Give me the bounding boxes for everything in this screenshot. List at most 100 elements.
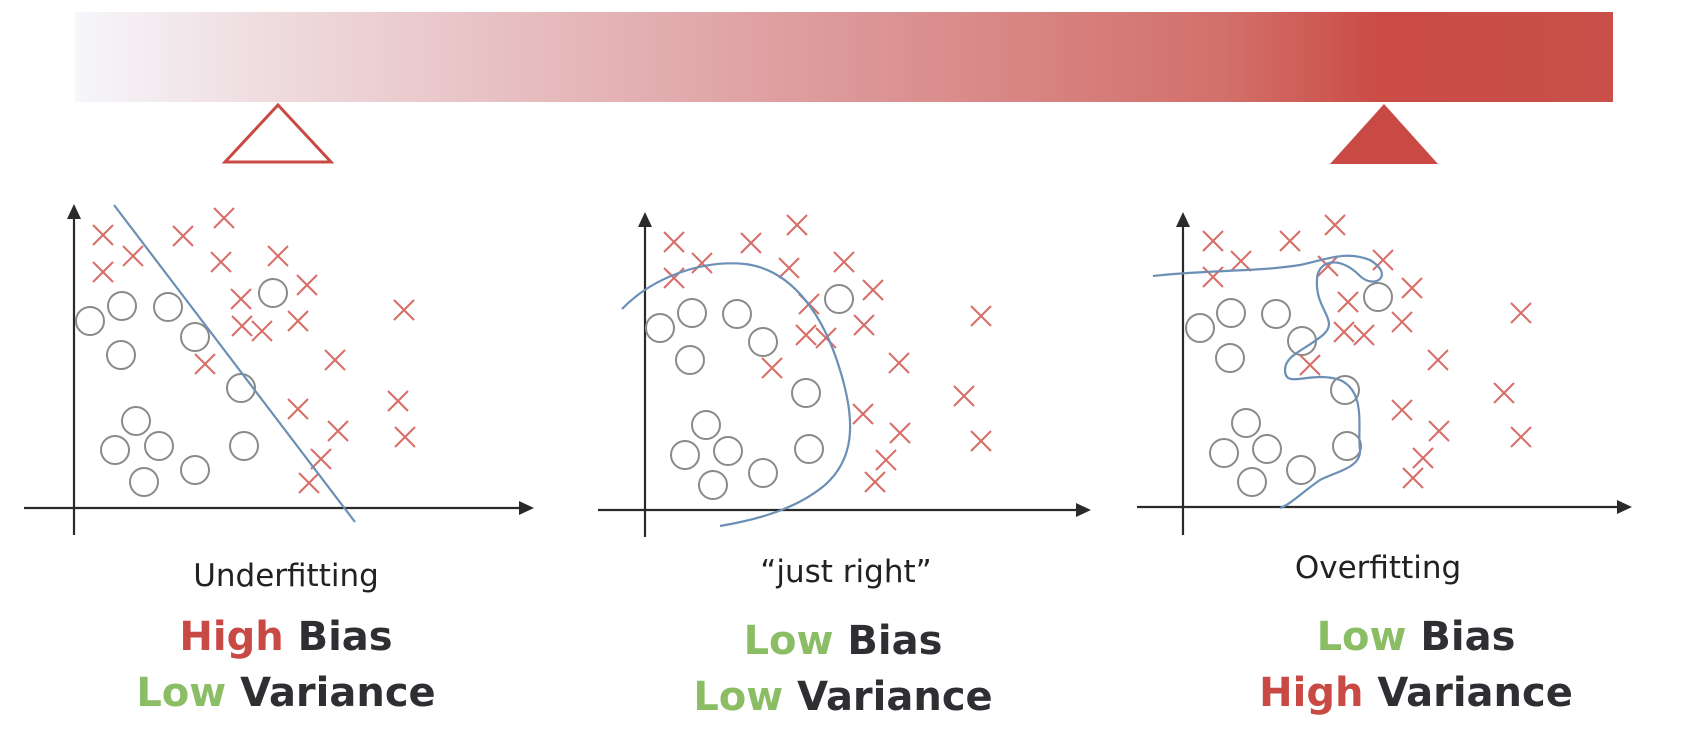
class-x-point <box>1391 399 1413 421</box>
class-x-point <box>864 471 886 493</box>
underfitting-plot <box>24 204 534 535</box>
class-circle-point <box>153 292 183 322</box>
class-circle-point <box>180 455 210 485</box>
class-circle-point <box>691 410 721 440</box>
class-circle-point <box>106 340 136 370</box>
underfitting-bias-word: Bias <box>297 614 393 660</box>
class-circle-point <box>645 313 675 343</box>
class-x-point <box>394 426 416 448</box>
axes <box>24 204 534 535</box>
class-x-point <box>310 448 332 470</box>
class-circle-point <box>1185 313 1215 343</box>
class-x-point <box>853 314 875 336</box>
class-circle-point <box>1332 431 1362 461</box>
class-x-point <box>888 352 910 374</box>
class-circle-point <box>1209 438 1239 468</box>
class-x-point <box>1353 324 1375 346</box>
class-circle-point <box>677 298 707 328</box>
underfitting-bias-level: High <box>179 614 284 660</box>
overfitting-bias-line: Low Bias <box>1206 614 1626 660</box>
just-right-plot <box>598 212 1091 537</box>
class-x-point <box>287 310 309 332</box>
just-right-bias-word: Bias <box>847 618 943 664</box>
class-x-point <box>862 279 884 301</box>
class-x-point <box>778 257 800 279</box>
class-x-point <box>1412 447 1434 469</box>
class-x-point <box>663 231 685 253</box>
class-x-point <box>287 398 309 420</box>
outline-triangle-icon <box>222 102 334 164</box>
class-x-point <box>1279 230 1301 252</box>
linear-boundary <box>113 204 356 523</box>
class-circle-point <box>226 373 256 403</box>
class-x-point <box>213 207 235 229</box>
class-x-point <box>210 251 232 273</box>
class-x-point <box>324 349 346 371</box>
class-circle-point <box>1237 467 1267 497</box>
just-right-bias-line: Low Bias <box>633 618 1053 664</box>
class-x-point <box>92 261 114 283</box>
y-axis-arrow <box>67 204 81 219</box>
underfitting-bias-line: High Bias <box>76 614 496 660</box>
class-x-point <box>1337 291 1359 313</box>
class-circle-point <box>698 470 728 500</box>
class-x-point <box>1230 250 1252 272</box>
x-axis-arrow <box>519 501 534 515</box>
class-circle-point <box>794 434 824 464</box>
class-x-point <box>230 288 252 310</box>
just-right-caption: “just right” <box>760 554 932 590</box>
class-x-point <box>1401 277 1423 299</box>
class-x-point <box>1202 266 1224 288</box>
class-x-point <box>92 224 114 246</box>
just-right-variance-line: Low Variance <box>633 674 1053 720</box>
class-x-point <box>833 251 855 273</box>
overfitting-variance-level: High <box>1259 670 1364 716</box>
class-x-point <box>875 449 897 471</box>
class-circle-point <box>121 406 151 436</box>
underfitting-caption: Underfitting <box>193 558 379 594</box>
class-x-point <box>172 225 194 247</box>
class-circle-point <box>713 436 743 466</box>
class-circle-point <box>748 458 778 488</box>
class-circle-point <box>129 467 159 497</box>
class-circle-point <box>722 299 752 329</box>
just-right-variance-level: Low <box>693 674 784 720</box>
class-x-point <box>1333 321 1355 343</box>
class-circle-point <box>229 431 259 461</box>
class-x-point <box>815 327 837 349</box>
class-circle-point <box>1287 326 1317 356</box>
class-x-point <box>122 245 144 267</box>
filled-triangle-icon <box>1330 104 1438 164</box>
class-circle-point <box>75 306 105 336</box>
class-x-point <box>889 422 911 444</box>
class-x-point <box>1427 349 1449 371</box>
class-x-point <box>953 385 975 407</box>
overfitting-variance-word: Variance <box>1377 670 1573 716</box>
class-circle-point <box>748 327 778 357</box>
class-circle-point <box>100 435 130 465</box>
class-x-point <box>231 315 253 337</box>
class-circle-point <box>824 284 854 314</box>
class-x-point <box>970 430 992 452</box>
class-x-point <box>761 357 783 379</box>
class-x-point <box>970 305 992 327</box>
class-x-point <box>267 245 289 267</box>
class-x-point <box>393 299 415 321</box>
overfitting-bias-level: Low <box>1316 614 1407 660</box>
overfitting-caption: Overfitting <box>1294 550 1462 586</box>
class-circle-point <box>180 322 210 352</box>
class-circle-point <box>1261 299 1291 329</box>
smooth-curve-boundary <box>621 262 852 528</box>
class-x-point <box>1428 420 1450 442</box>
class-x-point <box>1372 249 1394 271</box>
complexity-gradient-bar <box>75 12 1613 102</box>
class-circle-point <box>791 378 821 408</box>
class-x-point <box>1324 214 1346 236</box>
y-axis-arrow <box>1176 212 1190 227</box>
x-axis-arrow <box>1617 500 1632 514</box>
class-circle-point <box>107 291 137 321</box>
class-x-point <box>852 403 874 425</box>
y-axis-arrow <box>638 212 652 227</box>
class-circle-point <box>258 278 288 308</box>
